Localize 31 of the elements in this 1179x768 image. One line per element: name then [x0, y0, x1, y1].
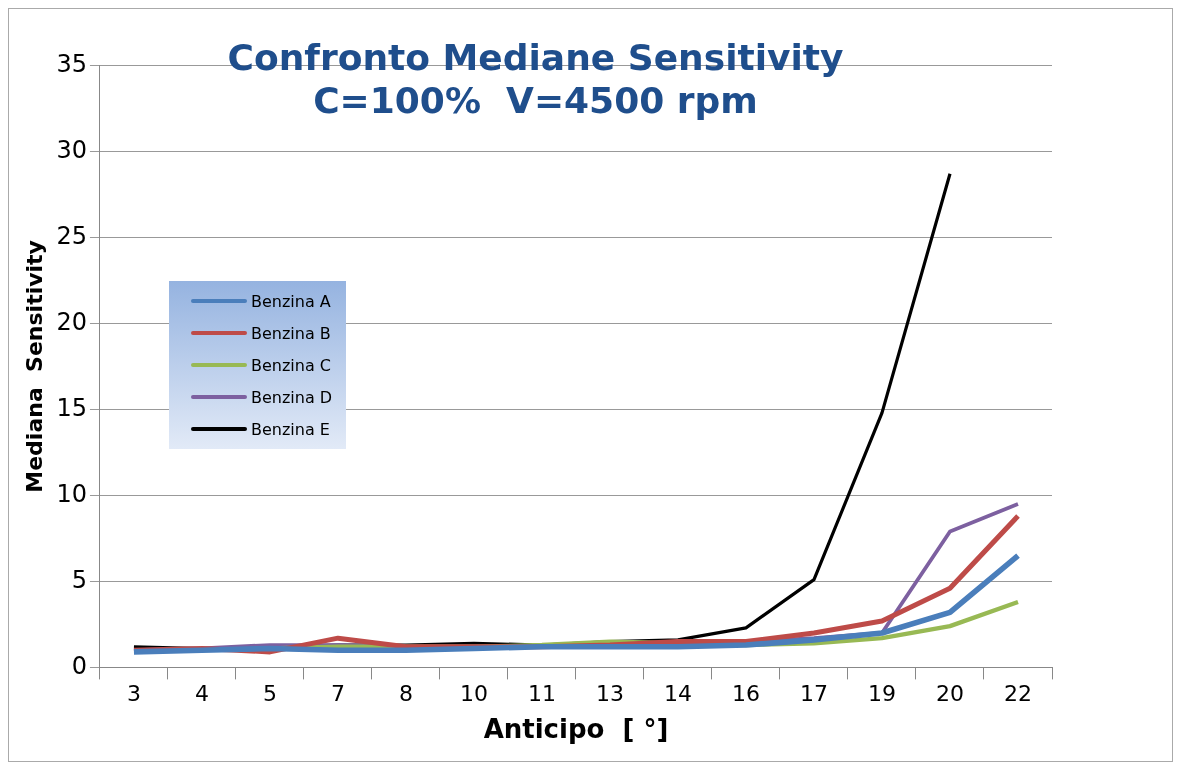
legend-label: Benzina A — [251, 291, 331, 311]
text: C=100% V=4500 rpm — [313, 80, 758, 122]
y-axis-title: Mediana Sensitivity — [21, 240, 47, 493]
legend-label: Benzina E — [251, 419, 330, 439]
text: Confronto Mediane Sensitivity — [227, 36, 844, 78]
y-tick-label: 25 — [56, 221, 87, 250]
legend-label: Benzina D — [251, 387, 333, 407]
y-tick-label: 30 — [56, 135, 87, 164]
legend-label: Benzina B — [251, 323, 331, 343]
y-tick-label: 20 — [56, 307, 87, 336]
legend-label: Benzina C — [251, 355, 332, 375]
x-tick-label: 20 — [935, 681, 964, 707]
x-tick-label: 7 — [330, 681, 345, 707]
x-tick-label: 19 — [867, 681, 896, 707]
x-tick-label: 11 — [527, 681, 556, 707]
x-tick-label: 4 — [194, 681, 209, 707]
x-axis-title: Anticipo [ °] — [483, 714, 669, 745]
x-tick-label: 5 — [262, 681, 277, 707]
x-tick-label: 10 — [459, 681, 488, 707]
x-tick-label: 16 — [731, 681, 760, 707]
x-tick-label: 22 — [1004, 681, 1032, 707]
x-tick-label: 3 — [126, 681, 141, 707]
x-tick-label: 8 — [398, 681, 413, 707]
y-tick-label: 5 — [71, 565, 87, 594]
y-tick-label: 35 — [56, 49, 87, 78]
x-tick-label: 17 — [799, 681, 828, 707]
y-tick-label: 0 — [71, 651, 87, 680]
x-tick-label: 14 — [663, 681, 692, 707]
x-tick-label: 13 — [595, 681, 624, 707]
y-tick-label: 10 — [56, 479, 87, 508]
y-tick-label: 15 — [56, 393, 87, 422]
